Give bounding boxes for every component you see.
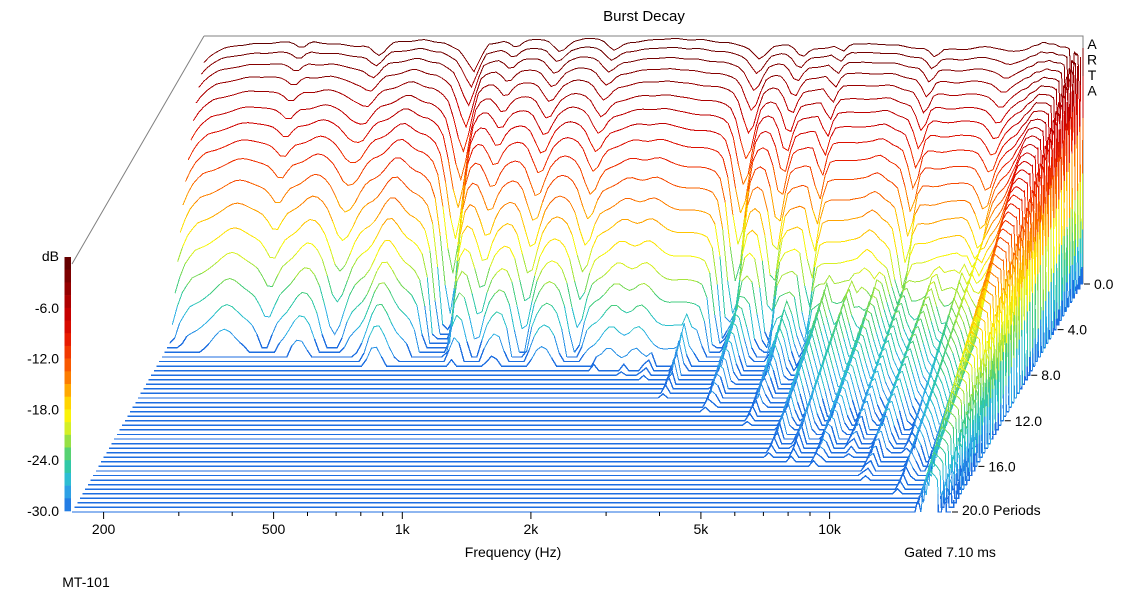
svg-text:8.0: 8.0 [1041, 367, 1061, 383]
svg-text:10k: 10k [818, 521, 842, 537]
svg-text:2k: 2k [524, 521, 540, 537]
svg-text:-18.0: -18.0 [27, 401, 59, 417]
svg-text:500: 500 [262, 521, 286, 537]
svg-text:12.0: 12.0 [1015, 413, 1042, 429]
svg-text:MT-101: MT-101 [62, 574, 110, 590]
svg-text:1k: 1k [395, 521, 411, 537]
svg-text:16.0: 16.0 [988, 458, 1015, 474]
svg-text:-6.0: -6.0 [35, 300, 59, 316]
svg-text:T: T [1088, 67, 1097, 83]
svg-text:Frequency (Hz): Frequency (Hz) [465, 544, 561, 560]
svg-text:0.0: 0.0 [1094, 276, 1114, 292]
svg-text:200: 200 [92, 521, 116, 537]
svg-text:A: A [1087, 83, 1097, 99]
svg-text:dB: dB [42, 248, 59, 264]
svg-text:5k: 5k [694, 521, 710, 537]
svg-text:4.0: 4.0 [1068, 322, 1088, 338]
svg-text:Burst Decay: Burst Decay [603, 8, 685, 25]
svg-text:-24.0: -24.0 [27, 452, 59, 468]
svg-text:-30.0: -30.0 [27, 503, 59, 519]
svg-text:-12.0: -12.0 [27, 351, 59, 367]
svg-text:20.0 Periods: 20.0 Periods [962, 502, 1041, 518]
svg-text:A: A [1087, 36, 1097, 52]
svg-text:Gated 7.10 ms: Gated 7.10 ms [904, 544, 996, 560]
svg-text:R: R [1087, 52, 1097, 68]
